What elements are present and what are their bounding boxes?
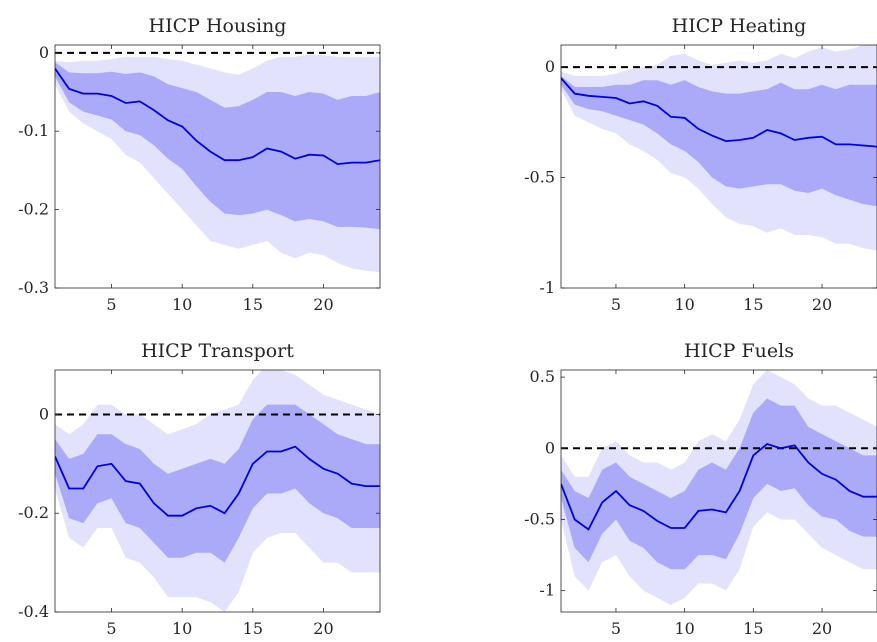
y-tick-label: -0.5 [524, 509, 555, 528]
axes-box [54, 369, 381, 613]
series-line [55, 445, 380, 517]
series-line [55, 67, 380, 166]
plot-area [55, 51, 380, 273]
axes-box [54, 44, 381, 289]
y-tick-label: -1 [539, 278, 555, 297]
panel-title: HICP Fuels [684, 340, 794, 362]
panel-title: HICP Housing [149, 15, 287, 37]
confidence-band-inner [55, 404, 380, 563]
y-tick-label: 0 [39, 43, 49, 62]
panel-2: 5 10 15 20 0 -0.5 -1 HICP Heating [524, 15, 877, 314]
panel-1: 5 10 15 20 0 -0.1 -0.2 -0.3 HICP Housing [18, 15, 381, 314]
y-tick-label: -0.4 [18, 602, 49, 621]
y-tick-label: -1 [539, 581, 555, 600]
panel-3: 5 10 15 20 0 -0.2 -0.4 HICP Transport [18, 340, 381, 638]
x-tick-label: 5 [611, 619, 621, 638]
panel-4: 5 10 15 20 0.5 0 -0.5 -1 HICP Fuels [524, 340, 877, 638]
x-tick-label: 20 [313, 619, 333, 638]
x-tick-label: 10 [674, 619, 694, 638]
y-tick-label: 0 [545, 57, 555, 76]
x-tick-label: 15 [243, 295, 263, 314]
y-tick-label: -0.3 [18, 278, 49, 297]
x-tick-label: 10 [172, 295, 192, 314]
axes-box [560, 44, 877, 289]
axes-box [560, 369, 877, 613]
panel-title: HICP Heating [672, 15, 807, 37]
plot-area [55, 370, 380, 612]
confidence-band-inner [561, 75, 877, 207]
x-tick-label: 20 [313, 295, 333, 314]
y-tick-label: 0.5 [530, 367, 555, 386]
x-tick-label: 20 [812, 619, 832, 638]
y-tick-label: 0 [545, 438, 555, 457]
x-tick-label: 10 [172, 619, 192, 638]
x-tick-label: 5 [611, 295, 621, 314]
x-tick-label: 5 [106, 295, 116, 314]
confidence-band-inner [55, 62, 380, 230]
confidence-band-inner [561, 398, 877, 570]
plot-area [561, 45, 877, 251]
series-line [561, 77, 877, 148]
x-tick-label: 5 [106, 619, 116, 638]
x-tick-label: 15 [743, 295, 763, 314]
x-tick-label: 15 [743, 619, 763, 638]
x-tick-label: 15 [243, 619, 263, 638]
y-tick-label: -0.2 [18, 503, 49, 522]
y-tick-label: 0 [39, 404, 49, 423]
y-tick-label: -0.2 [18, 200, 49, 219]
series-line [561, 442, 877, 531]
x-tick-label: 20 [812, 295, 832, 314]
plot-area [561, 370, 877, 605]
x-tick-label: 10 [674, 295, 694, 314]
y-tick-label: -0.1 [18, 121, 49, 140]
panel-title: HICP Transport [141, 340, 294, 362]
y-tick-label: -0.5 [524, 168, 555, 187]
